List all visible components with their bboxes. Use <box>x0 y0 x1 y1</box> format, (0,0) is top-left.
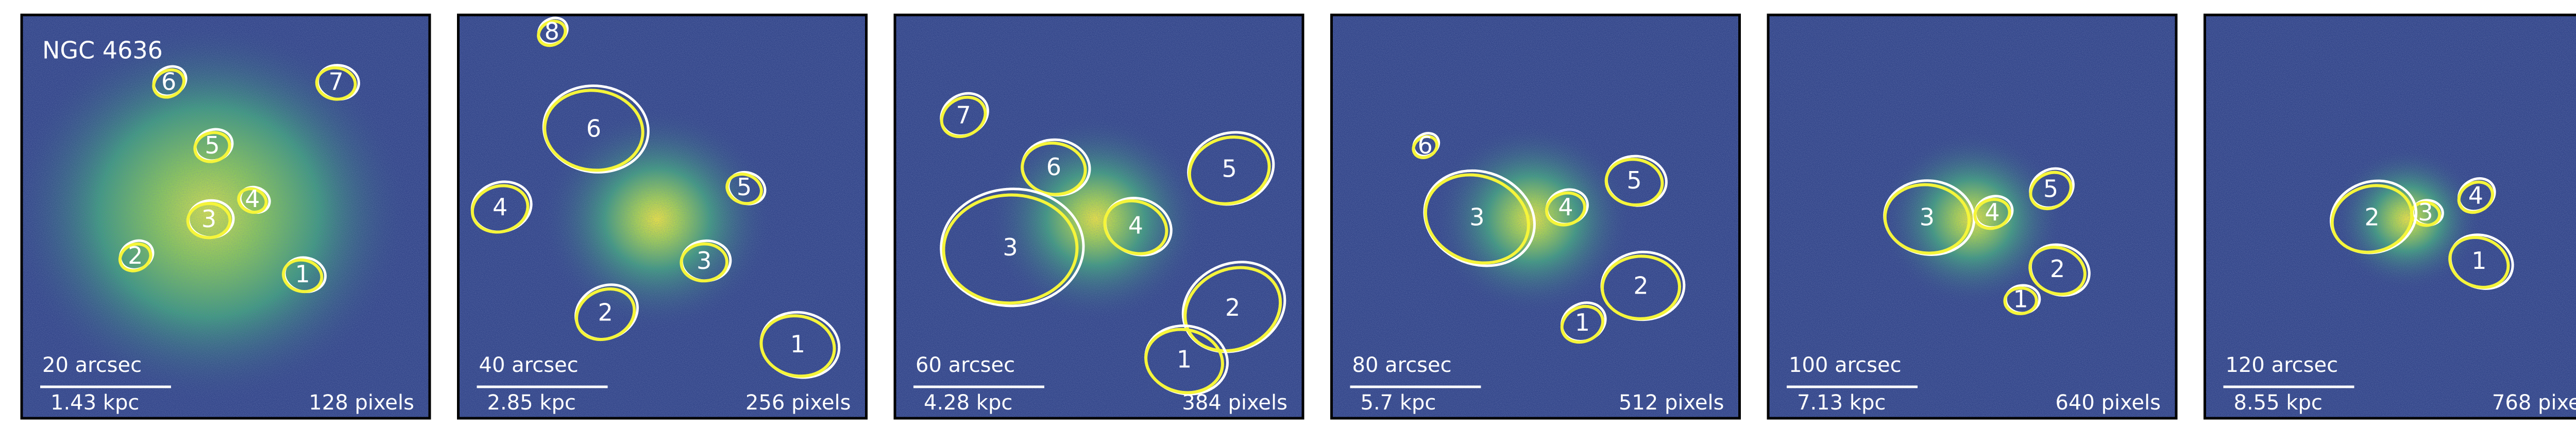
region-label: 4 <box>493 193 507 221</box>
region-label: 1 <box>2471 247 2486 275</box>
region-label: 1 <box>2013 285 2028 313</box>
scale-kpc: 7.13 kpc <box>1797 391 1886 415</box>
region-label: 2 <box>1633 272 1648 300</box>
region-label: 5 <box>205 131 219 159</box>
region-label: 3 <box>1920 203 1935 231</box>
scale-arcsec: 80 arcsec <box>1352 353 1452 377</box>
region-label: 5 <box>1222 155 1237 182</box>
scale-arcsec: 120 arcsec <box>2226 353 2338 377</box>
panel: 4 3 2 1 120 arcsec 8.55 kpc 768 pixels <box>2205 15 2576 418</box>
panel: 8 6 4 5 3 2 1 40 arcsec 2.85 kpc 256 pixels <box>459 13 867 418</box>
panel-size: 256 pixels <box>745 391 851 415</box>
region-label: 6 <box>1046 153 1061 181</box>
region-label: 1 <box>1575 309 1590 336</box>
panel-size: 512 pixels <box>1619 391 1724 415</box>
scale-kpc: 5.7 kpc <box>1361 391 1436 415</box>
region-label: 5 <box>737 173 752 201</box>
region-label: 6 <box>1418 131 1433 159</box>
panel-size: 128 pixels <box>309 391 414 415</box>
region-label: 6 <box>586 114 601 142</box>
region-label: 3 <box>2418 198 2433 226</box>
region-label: 5 <box>2043 175 2058 202</box>
panel: 6 7 54 3 2 1 NGC 4636 20 arcsec 1.43 kpc 128 pixe… <box>8 15 430 418</box>
panel-size: 768 pixels <box>2492 391 2576 415</box>
scale-arcsec: 60 arcsec <box>916 353 1015 377</box>
region-label: 3 <box>201 205 216 233</box>
scale-arcsec: 100 arcsec <box>1789 353 1902 377</box>
region-label: 7 <box>956 101 971 129</box>
region-label: 2 <box>598 299 613 327</box>
region-label: 2 <box>1225 294 1240 321</box>
scale-arcsec: 20 arcsec <box>42 353 142 377</box>
region-label: 4 <box>1558 193 1573 221</box>
panel-size: 384 pixels <box>1182 391 1287 415</box>
region-label: 4 <box>1128 212 1143 240</box>
region-label: 6 <box>161 68 176 96</box>
region-label: 4 <box>2468 181 2483 209</box>
region-label: 4 <box>1985 198 1999 226</box>
region-label: 3 <box>1003 233 1018 261</box>
region-label: 8 <box>545 18 560 45</box>
region-label: 2 <box>128 242 143 269</box>
scale-arcsec: 40 arcsec <box>479 353 579 377</box>
panel: 7 6 5 4 3 2 1 60 arcsec 4.28 kpc 384 pixels <box>895 15 1303 418</box>
region-label: 5 <box>1626 166 1641 194</box>
scale-kpc: 2.85 kpc <box>487 391 576 415</box>
scale-kpc: 1.43 kpc <box>50 391 139 415</box>
region-label: 2 <box>2050 255 2065 283</box>
region-label: 1 <box>1177 345 1192 373</box>
panel-title: NGC 4636 <box>42 37 163 64</box>
scale-kpc: 4.28 kpc <box>924 391 1012 415</box>
panel-size: 640 pixels <box>2055 391 2161 415</box>
region-label: 1 <box>295 260 310 288</box>
region-label: 3 <box>697 247 711 275</box>
region-label: 3 <box>1469 203 1484 231</box>
region-label: 1 <box>790 330 805 358</box>
panel: 6 5 4 3 2 1 80 arcsec 5.7 kpc 512 pixels <box>1332 15 1740 418</box>
region-label: 2 <box>2364 203 2379 231</box>
region-label: 7 <box>329 68 344 96</box>
region-label: 4 <box>245 185 260 213</box>
scale-kpc: 8.55 kpc <box>2234 391 2323 415</box>
panel: 5 3 4 21 100 arcsec 7.13 kpc 640 pixels <box>1768 15 2176 418</box>
